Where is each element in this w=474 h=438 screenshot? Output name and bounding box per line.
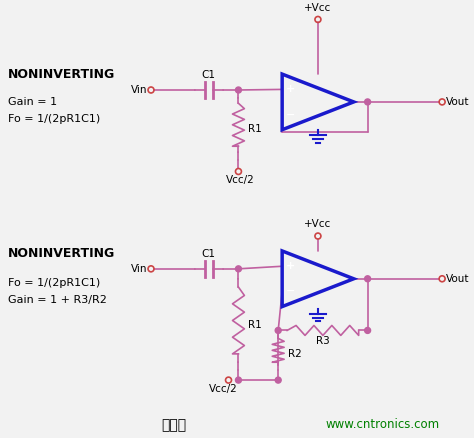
- Text: −: −: [285, 286, 295, 296]
- Text: +: +: [285, 261, 295, 271]
- Text: Vin: Vin: [130, 85, 147, 95]
- Text: −: −: [285, 110, 295, 120]
- Circle shape: [236, 377, 241, 383]
- Text: +: +: [285, 85, 295, 95]
- Text: Vout: Vout: [446, 97, 470, 107]
- Text: R1: R1: [248, 124, 262, 134]
- Text: 图十四: 图十四: [161, 418, 186, 432]
- Text: Fo = 1/(2pR1C1): Fo = 1/(2pR1C1): [8, 114, 100, 124]
- Text: Vin: Vin: [130, 264, 147, 274]
- Text: +Vcc: +Vcc: [304, 3, 331, 13]
- Circle shape: [365, 328, 371, 333]
- Text: NONINVERTING: NONINVERTING: [8, 247, 115, 261]
- Text: Vout: Vout: [446, 274, 470, 284]
- Circle shape: [275, 377, 281, 383]
- Circle shape: [236, 87, 241, 93]
- Circle shape: [365, 99, 371, 105]
- Text: R1: R1: [248, 321, 262, 330]
- Text: +Vcc: +Vcc: [304, 219, 331, 229]
- Text: C1: C1: [201, 70, 216, 80]
- Text: Vcc/2: Vcc/2: [226, 175, 255, 185]
- Circle shape: [365, 276, 371, 282]
- Text: R3: R3: [316, 336, 330, 346]
- Circle shape: [275, 328, 281, 333]
- Circle shape: [236, 266, 241, 272]
- Text: Fo = 1/(2pR1C1): Fo = 1/(2pR1C1): [8, 278, 100, 288]
- Text: NONINVERTING: NONINVERTING: [8, 67, 115, 81]
- Text: C1: C1: [201, 249, 216, 259]
- Text: R2: R2: [288, 349, 302, 359]
- Text: Gain = 1: Gain = 1: [8, 97, 57, 107]
- Text: www.cntronics.com: www.cntronics.com: [326, 418, 439, 431]
- Text: Vcc/2: Vcc/2: [209, 384, 238, 394]
- Text: Gain = 1 + R3/R2: Gain = 1 + R3/R2: [8, 295, 107, 305]
